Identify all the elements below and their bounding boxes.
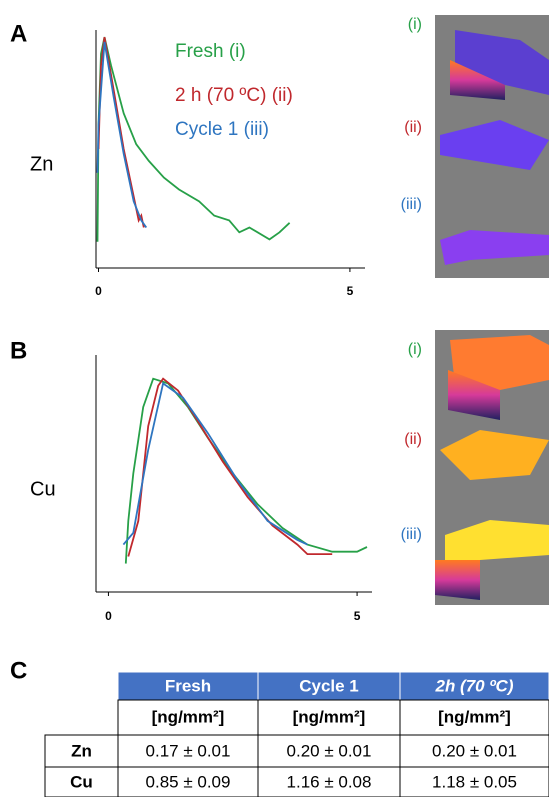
table-cell xyxy=(44,766,119,797)
cell-text: 0.17 ± 0.01 xyxy=(146,741,231,760)
series-line xyxy=(122,381,308,546)
unit-text: [ng/mm²] xyxy=(152,707,225,726)
table-cell xyxy=(44,734,119,768)
unit-cell xyxy=(399,699,549,736)
panel-label: A xyxy=(10,20,27,47)
y-axis-label: Zn xyxy=(30,153,53,175)
panel-label: C xyxy=(10,657,27,684)
table-cell xyxy=(399,734,549,768)
header-text: 2h (70 ºC) xyxy=(434,676,513,695)
legend-entry: Cycle 1 (iii) xyxy=(175,119,269,140)
y-axis-label: Cu xyxy=(30,478,56,500)
surface xyxy=(440,230,549,265)
legend-entry: 2 h (70 ºC) (ii) xyxy=(175,85,293,106)
image-label: (ii) xyxy=(404,119,422,136)
surface xyxy=(450,335,549,390)
row-label: Cu xyxy=(70,772,93,791)
header-cell xyxy=(117,671,259,701)
table-cell xyxy=(117,766,259,797)
surface xyxy=(440,430,549,480)
series-line xyxy=(124,377,368,564)
series-line xyxy=(96,41,148,229)
image-label: (i) xyxy=(408,16,422,33)
table-cell xyxy=(257,734,401,768)
surface xyxy=(435,560,480,600)
x-tick-label: 0 xyxy=(105,609,112,623)
unit-text: [ng/mm²] xyxy=(438,707,511,726)
row-label: Zn xyxy=(71,741,92,760)
surface xyxy=(445,520,549,560)
header-cell xyxy=(399,671,549,701)
header-text: Fresh xyxy=(165,676,211,695)
surface xyxy=(450,60,505,100)
table-cell xyxy=(399,766,549,797)
cell-text: 1.16 ± 0.08 xyxy=(287,772,372,791)
image-label: (ii) xyxy=(404,431,422,448)
x-tick-label: 0 xyxy=(95,284,102,298)
surface xyxy=(440,120,549,170)
image-label: (iii) xyxy=(401,196,422,213)
legend-entry: Fresh (i) xyxy=(175,41,246,62)
panel-label: B xyxy=(10,337,27,364)
image-label: (i) xyxy=(408,341,422,358)
header-cell xyxy=(257,671,401,701)
surface xyxy=(448,370,500,420)
cell-text: 0.20 ± 0.01 xyxy=(287,741,372,760)
x-tick-label: 5 xyxy=(354,609,361,623)
x-tick-label: 5 xyxy=(347,284,354,298)
table-cell xyxy=(117,734,259,768)
header-text: Cycle 1 xyxy=(299,676,359,695)
series-line xyxy=(97,36,145,228)
unit-text: [ng/mm²] xyxy=(293,707,366,726)
image-label: (iii) xyxy=(401,526,422,543)
cell-text: 0.85 ± 0.09 xyxy=(146,772,231,791)
surface-images xyxy=(435,15,549,605)
cell-text: 0.20 ± 0.01 xyxy=(432,741,517,760)
unit-cell xyxy=(257,699,401,736)
cell-text: 1.18 ± 0.05 xyxy=(432,772,517,791)
series-line xyxy=(127,377,333,557)
